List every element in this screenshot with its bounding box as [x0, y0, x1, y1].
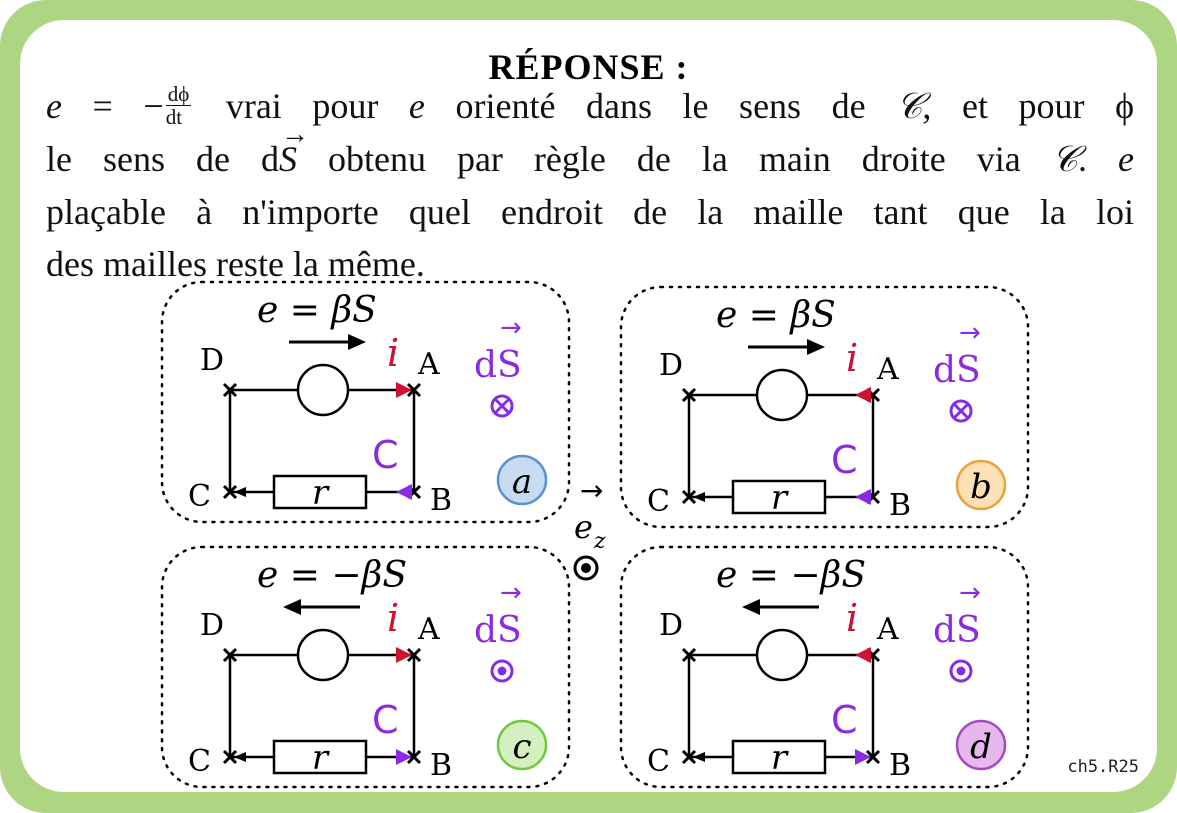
node-label-D: D	[659, 608, 683, 643]
resistor-label: r	[312, 738, 330, 778]
emf-arrowhead	[348, 334, 366, 350]
dS-dot	[498, 667, 507, 676]
emf-arrowhead	[283, 599, 301, 615]
dS-label: dS	[474, 610, 522, 651]
node-label-D: D	[200, 343, 224, 378]
resistor-label: r	[771, 738, 789, 778]
axis-ez: →e z	[574, 474, 606, 579]
current-arrowhead	[855, 387, 871, 403]
contour-arrowhead	[855, 489, 871, 505]
node-label-B: B	[430, 748, 452, 783]
emf-label: e = −βS	[257, 555, 407, 596]
current-label: i	[846, 596, 858, 640]
emf-arrowhead	[742, 599, 760, 615]
contour-label: C	[831, 438, 858, 482]
wire-arrow	[693, 492, 705, 502]
node-label-A: A	[417, 612, 440, 647]
dS-label: dS	[933, 350, 981, 391]
node-label-B: B	[889, 748, 911, 783]
emf-label: e = βS	[716, 295, 836, 336]
axis-label-sub: z	[593, 529, 606, 554]
node-label-B: B	[430, 483, 452, 518]
generator-symbol	[757, 630, 807, 680]
resistor-label: r	[771, 478, 789, 518]
badge-label-b: b	[970, 467, 992, 507]
node-label-A: A	[876, 612, 899, 647]
dS-vector-arrow: →	[500, 313, 522, 343]
axis-dot-center	[581, 563, 591, 573]
dS-vector-arrow: →	[959, 578, 981, 608]
emf-label: e = βS	[257, 290, 377, 331]
emf-label: e = −βS	[716, 555, 866, 596]
wire-arrow	[693, 752, 705, 762]
dS-dot	[957, 667, 966, 676]
dS-vector-arrow: →	[959, 318, 981, 348]
dS-label: dS	[474, 345, 522, 386]
dS-vector-arrow: →	[500, 578, 522, 608]
wire-arrow	[234, 752, 246, 762]
circuit-panel-c: e = −βSrD AC BiCdS→c	[162, 547, 569, 787]
generator-symbol	[298, 365, 348, 415]
resistor-label: r	[312, 473, 330, 513]
current-label: i	[387, 331, 399, 375]
dS-label: dS	[933, 610, 981, 651]
footer-code: ch5.R25	[1067, 757, 1139, 777]
badge-label-a: a	[512, 462, 532, 502]
node-label-B: B	[889, 488, 911, 523]
wire-arrow	[234, 487, 246, 497]
contour-label: C	[372, 698, 399, 742]
contour-arrowhead	[396, 484, 412, 500]
badge-label-c: c	[512, 727, 531, 767]
contour-label: C	[372, 433, 399, 477]
current-label: i	[846, 336, 858, 380]
node-label-D: D	[200, 608, 224, 643]
generator-symbol	[757, 370, 807, 420]
generator-symbol	[298, 630, 348, 680]
current-label: i	[387, 596, 399, 640]
node-label-A: A	[417, 347, 440, 382]
node-label-C: C	[647, 484, 670, 519]
node-label-D: D	[659, 348, 683, 383]
axis-label-base: e	[574, 508, 593, 546]
circuit-panel-a: e = βSrD AC BiCdS→a	[162, 282, 569, 522]
badge-label-d: d	[970, 727, 992, 767]
contour-label: C	[831, 698, 858, 742]
emf-arrowhead	[807, 339, 825, 355]
node-label-C: C	[188, 744, 211, 779]
current-arrowhead	[855, 647, 871, 663]
node-label-A: A	[876, 352, 899, 387]
node-label-C: C	[188, 479, 211, 514]
axis-arrow: →	[580, 474, 603, 507]
node-label-C: C	[647, 744, 670, 779]
